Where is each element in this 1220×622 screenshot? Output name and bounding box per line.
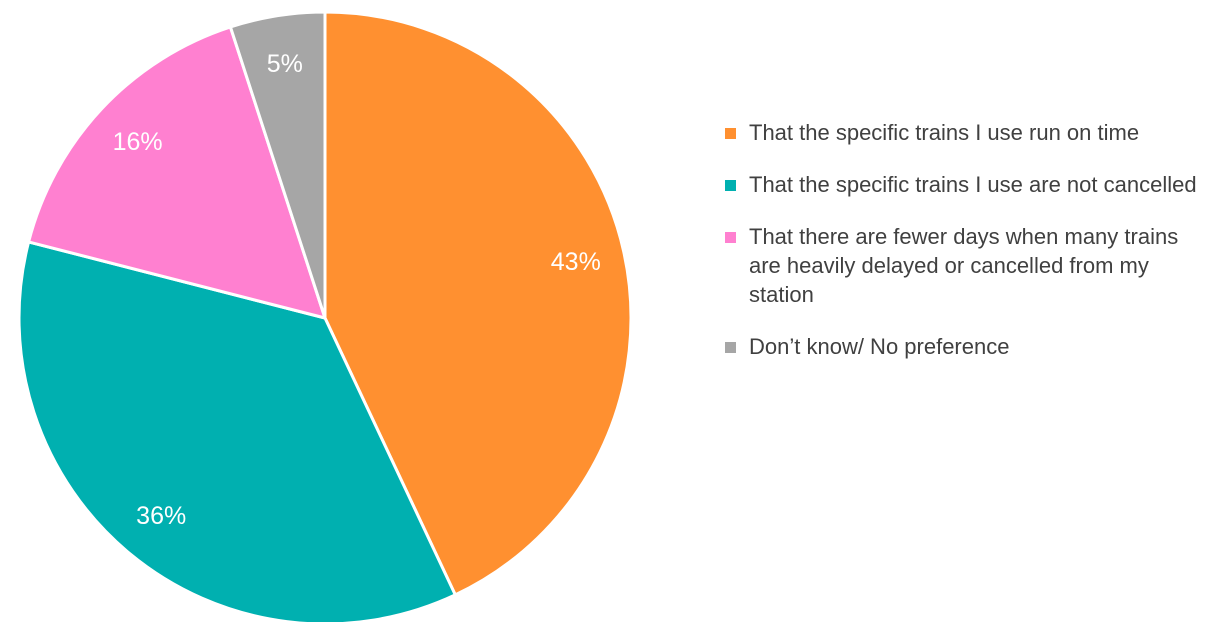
chart-legend: That the specific trains I use run on ti… [725,118,1215,384]
legend-swatch-2 [725,232,736,243]
pie-data-label-3: 5% [267,50,303,78]
pie-slice-0 [323,10,633,597]
legend-item-2: That there are fewer days when many trai… [725,222,1215,309]
legend-item-0: That the specific trains I use run on ti… [725,118,1215,147]
pie-chart: 43% 36% 16% 5% [17,10,633,622]
legend-item-1: That the specific trains I use are not c… [725,170,1215,199]
pie-slice-3 [228,10,327,320]
pie-slices [17,10,633,622]
legend-label-2: That there are fewer days when many trai… [749,224,1179,307]
pie-data-labels: 43% 36% 16% 5% [113,50,601,530]
legend-swatch-3 [725,342,736,353]
legend-item-3: Don’t know/ No preference [725,332,1215,361]
pie-data-label-0: 43% [551,248,601,276]
pie-data-label-2: 16% [113,128,163,156]
pie-slice-2 [27,25,327,320]
legend-swatch-0 [725,128,736,139]
legend-label-1: That the specific trains I use are not c… [749,172,1197,197]
legend-label-0: That the specific trains I use run on ti… [749,120,1140,145]
legend-label-3: Don’t know/ No preference [749,334,1010,359]
legend-swatch-1 [725,180,736,191]
pie-data-label-1: 36% [136,502,186,530]
